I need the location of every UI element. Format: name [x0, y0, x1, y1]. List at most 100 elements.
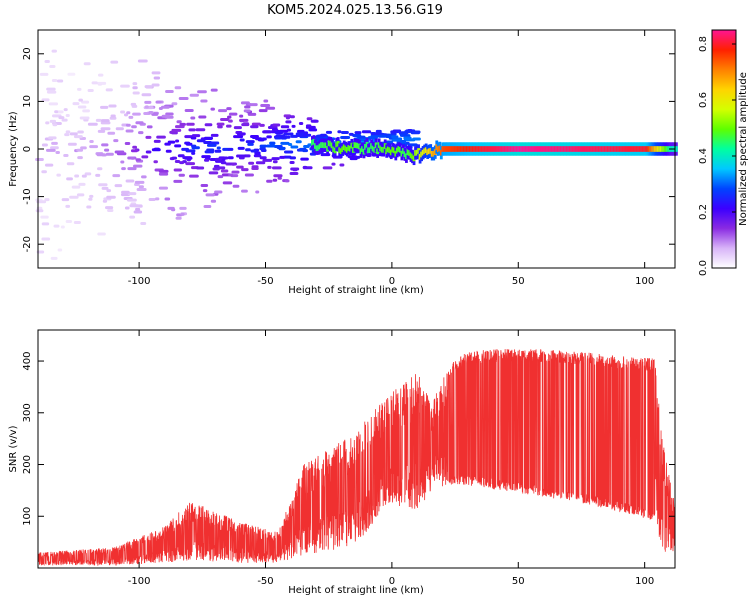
- spectrogram-ridge-cell: [483, 146, 487, 152]
- spectrogram-ridge-cell: [544, 146, 548, 152]
- snr-axes: -100 -50 0 50 100 100 200 300 400: [22, 330, 675, 587]
- spectrogram-cell: [258, 109, 268, 113]
- spectrogram-cell: [189, 174, 199, 178]
- spectrogram-cell: [295, 140, 302, 144]
- spectrogram-ridge-cell: [533, 146, 537, 152]
- spectrogram-ridge-cell: [361, 146, 364, 152]
- spectrogram-cell: [110, 60, 119, 64]
- spectrogram-ridge-cell: [602, 146, 605, 152]
- spectrogram-cell: [61, 198, 70, 202]
- spectrogram-cell: [130, 102, 137, 106]
- spectrogram-cell: [233, 126, 242, 130]
- spectrogram-cell: [88, 197, 93, 201]
- spectrogram-cell: [285, 120, 292, 124]
- spectrogram-cell: [412, 130, 421, 134]
- snr-y-axis-label: SNR (v/v): [8, 425, 19, 472]
- spectrogram-cell: [173, 168, 182, 172]
- spectrogram-ridge-cell: [445, 146, 449, 152]
- spectrogram-ridge-cell: [500, 146, 504, 152]
- spectrogram-cell: [81, 100, 90, 104]
- spectrogram-ridge-cell: [526, 146, 530, 152]
- spectrogram-cell: [46, 90, 57, 94]
- spectrogram-cell: [205, 193, 215, 197]
- spectrogram-ridge-cell: [335, 141, 339, 148]
- snr-y-tick-label: 400: [22, 351, 33, 370]
- spectrogram-ridge-cell: [653, 146, 657, 152]
- spectrogram-cell: [102, 199, 108, 203]
- spectrogram-x-axis-label: Height of straight line (km): [288, 285, 424, 296]
- spectrogram-cell: [76, 148, 84, 152]
- spectrogram-cell: [89, 139, 94, 143]
- spectrogram-cell: [35, 157, 44, 161]
- spectrogram-cell: [222, 181, 233, 185]
- spectrogram-cell: [395, 130, 400, 134]
- spectrogram-cell: [385, 140, 394, 144]
- spectrogram-cell: [308, 128, 318, 132]
- spectrogram-cell: [165, 90, 174, 94]
- spectrogram-cell: [259, 144, 268, 148]
- spectrogram-ridge-cell: [383, 143, 387, 149]
- spectrogram-ridge-cell: [511, 146, 514, 152]
- spectrogram-cell: [189, 93, 199, 97]
- spectrogram-ridge-cell: [432, 150, 436, 157]
- spectrogram-ridge-cell: [417, 148, 420, 154]
- spectrogram-cell: [97, 81, 107, 85]
- spectrogram-ridge-cell: [403, 151, 407, 158]
- spectrogram-ridge-cell: [414, 150, 417, 156]
- spectrogram-cell: [151, 112, 159, 116]
- spectrogram-cell: [156, 135, 166, 139]
- spectrogram-cell: [69, 195, 79, 199]
- spectrogram-cell: [158, 107, 163, 111]
- spectrogram-cell: [177, 154, 185, 158]
- spectrogram-cell: [231, 162, 236, 166]
- spectrogram-ridge-cell: [388, 147, 392, 154]
- spectrogram-ridge-cell: [486, 146, 490, 152]
- spectrogram-cell: [160, 105, 170, 109]
- spectrogram-ridge-cell: [477, 146, 481, 152]
- spectrogram-cell: [357, 135, 366, 139]
- spectrogram-ridge-cell: [631, 146, 634, 152]
- spectrogram-ridge-cell: [529, 146, 533, 152]
- snr-panel: -100 -50 0 50 100 100 200 300 400 Height of stra…: [8, 329, 676, 596]
- spectrogram-cell: [206, 143, 217, 147]
- spectrogram-ridge-cell: [320, 142, 323, 148]
- spectrogram-y-tick-label: -10: [22, 188, 33, 204]
- spectrogram-cell: [247, 142, 254, 146]
- spectrogram-cell: [248, 161, 255, 165]
- spectrogram-cell: [179, 122, 186, 126]
- spectrogram-cell: [289, 156, 296, 160]
- spectrogram-cell: [140, 222, 147, 226]
- spectrogram-ridge-cell: [505, 146, 508, 152]
- spectrogram-y-axis-label: Frequency (Hz): [8, 111, 19, 187]
- spectrogram-cell: [120, 160, 125, 164]
- spectrogram-cell: [184, 109, 194, 113]
- colorbar: 0.0 0.2 0.4 0.6 0.8 Normalized spectral ampl…: [698, 29, 749, 276]
- spectrogram-ridge-cell: [521, 146, 525, 152]
- spectrogram-cell: [292, 168, 298, 172]
- spectrogram-ridge-cell: [485, 146, 489, 152]
- spectrogram-ridge-cell: [664, 146, 668, 152]
- spectrogram-ridge-cell: [339, 148, 343, 154]
- spectrogram-ridge-cell: [635, 146, 639, 152]
- spectrogram-cell: [284, 179, 290, 183]
- spectrogram-cell: [41, 98, 50, 102]
- spectrogram-cell: [287, 132, 294, 136]
- spectrogram-ridge-cell: [438, 145, 442, 152]
- spectrogram-ridge-cell: [367, 147, 370, 154]
- spectrogram-cell: [220, 169, 229, 173]
- spectrogram-cell: [337, 130, 342, 134]
- spectrogram-cell: [165, 112, 174, 116]
- spectrogram-cell: [179, 161, 185, 165]
- spectrogram-cell: [340, 131, 349, 135]
- spectrogram-cell: [126, 111, 131, 115]
- spectrogram-cell: [41, 222, 50, 226]
- snr-x-tick-label: 0: [389, 576, 395, 587]
- spectrogram-cell: [262, 130, 272, 134]
- spectrogram-cell: [72, 102, 80, 106]
- spectrogram-cell: [184, 156, 193, 160]
- spectrogram-ridge-cell: [543, 146, 546, 152]
- spectrogram-cell: [57, 248, 63, 252]
- spectrogram-ridge-cell: [351, 147, 355, 153]
